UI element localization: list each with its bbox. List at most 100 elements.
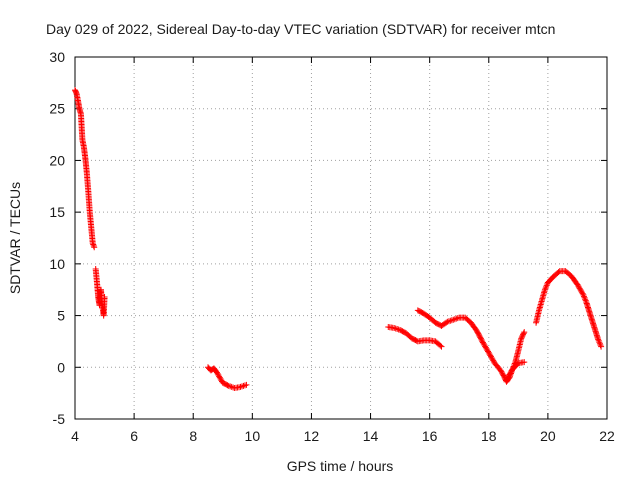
x-tick-label: 10 bbox=[245, 428, 261, 444]
data-point bbox=[576, 285, 583, 292]
data-point bbox=[542, 285, 549, 292]
data-point bbox=[577, 286, 584, 293]
data-point bbox=[243, 381, 250, 388]
data-point bbox=[506, 371, 513, 378]
data-point bbox=[473, 328, 480, 335]
data-point bbox=[582, 297, 589, 304]
data-point bbox=[595, 336, 602, 343]
y-tick-label: 20 bbox=[49, 152, 65, 168]
data-point bbox=[504, 374, 511, 381]
y-tick-label: -5 bbox=[53, 411, 66, 427]
data-point bbox=[482, 344, 489, 351]
y-tick-label: 5 bbox=[57, 308, 65, 324]
data-point bbox=[240, 382, 247, 389]
data-point bbox=[474, 329, 481, 336]
data-point bbox=[578, 289, 585, 296]
x-tick-label: 8 bbox=[189, 428, 197, 444]
data-point bbox=[475, 331, 482, 338]
data-point bbox=[217, 375, 224, 382]
plot-area-frame bbox=[74, 56, 608, 420]
data-point bbox=[521, 359, 528, 366]
data-point bbox=[481, 342, 488, 349]
data-point bbox=[228, 383, 235, 390]
data-point bbox=[451, 316, 458, 323]
data-point bbox=[477, 335, 484, 342]
x-tick-label: 6 bbox=[130, 428, 138, 444]
data-point bbox=[507, 368, 514, 375]
data-point bbox=[499, 369, 506, 376]
data-point bbox=[596, 339, 603, 346]
grid-lines bbox=[75, 57, 607, 419]
data-point bbox=[482, 343, 489, 350]
data-point bbox=[394, 326, 401, 333]
data-point bbox=[215, 372, 222, 379]
data-point bbox=[579, 290, 586, 297]
data-point bbox=[225, 382, 232, 389]
data-point bbox=[443, 319, 450, 326]
x-tick-label: 4 bbox=[71, 428, 79, 444]
data-point bbox=[488, 354, 495, 361]
data-point bbox=[450, 316, 457, 323]
data-point bbox=[487, 353, 494, 360]
data-point bbox=[575, 282, 582, 289]
chart-title: Day 029 of 2022, Sidereal Day-to-day VTE… bbox=[46, 21, 555, 37]
data-point bbox=[453, 315, 460, 322]
data-point bbox=[499, 371, 506, 378]
data-point bbox=[596, 340, 603, 347]
data-point bbox=[520, 330, 527, 337]
data-point bbox=[101, 293, 108, 300]
data-point bbox=[437, 342, 444, 349]
x-tick-label: 18 bbox=[481, 428, 497, 444]
data-point bbox=[490, 357, 497, 364]
data-point bbox=[395, 326, 402, 333]
data-point bbox=[489, 356, 496, 363]
data-point bbox=[555, 269, 562, 276]
data-point bbox=[213, 369, 220, 376]
x-axis-label: GPS time / hours bbox=[287, 458, 394, 474]
data-point bbox=[214, 370, 221, 377]
data-point bbox=[238, 383, 245, 390]
data-point bbox=[438, 343, 445, 350]
data-point bbox=[582, 296, 589, 303]
data-point bbox=[477, 334, 484, 341]
x-tick-label: 20 bbox=[540, 428, 556, 444]
data-point bbox=[485, 348, 492, 355]
x-tick-label: 12 bbox=[304, 428, 320, 444]
y-axis-label: SDTVAR / TECUs bbox=[7, 182, 23, 294]
data-point bbox=[454, 315, 461, 322]
data-point bbox=[575, 284, 582, 291]
data-point bbox=[216, 374, 223, 381]
data-point bbox=[391, 324, 398, 331]
data-point bbox=[448, 317, 455, 324]
data-point bbox=[237, 383, 244, 390]
data-point bbox=[578, 288, 585, 295]
data-point bbox=[574, 281, 581, 288]
data-point bbox=[498, 368, 505, 375]
data-point bbox=[479, 338, 486, 345]
data-point bbox=[91, 244, 98, 251]
data-point bbox=[479, 339, 486, 346]
data-point bbox=[543, 282, 550, 289]
data-point bbox=[445, 318, 452, 325]
data-point bbox=[497, 367, 504, 374]
data-point bbox=[503, 376, 510, 383]
data-points bbox=[72, 87, 605, 391]
data-point bbox=[480, 340, 487, 347]
data-point bbox=[598, 343, 605, 350]
data-point bbox=[216, 373, 223, 380]
y-axis-ticks: -5 0 5 10 15 20 25 30 bbox=[49, 49, 607, 427]
data-point bbox=[507, 370, 514, 377]
data-point bbox=[475, 330, 482, 337]
y-tick-label: 10 bbox=[49, 256, 65, 272]
data-point bbox=[521, 329, 528, 336]
data-point bbox=[580, 293, 587, 300]
x-tick-label: 22 bbox=[599, 428, 615, 444]
data-point bbox=[478, 336, 485, 343]
data-point bbox=[483, 345, 490, 352]
y-tick-label: 25 bbox=[49, 101, 65, 117]
data-point bbox=[505, 372, 512, 379]
data-point bbox=[543, 283, 550, 290]
data-point bbox=[224, 382, 231, 389]
y-tick-label: 30 bbox=[49, 49, 65, 65]
